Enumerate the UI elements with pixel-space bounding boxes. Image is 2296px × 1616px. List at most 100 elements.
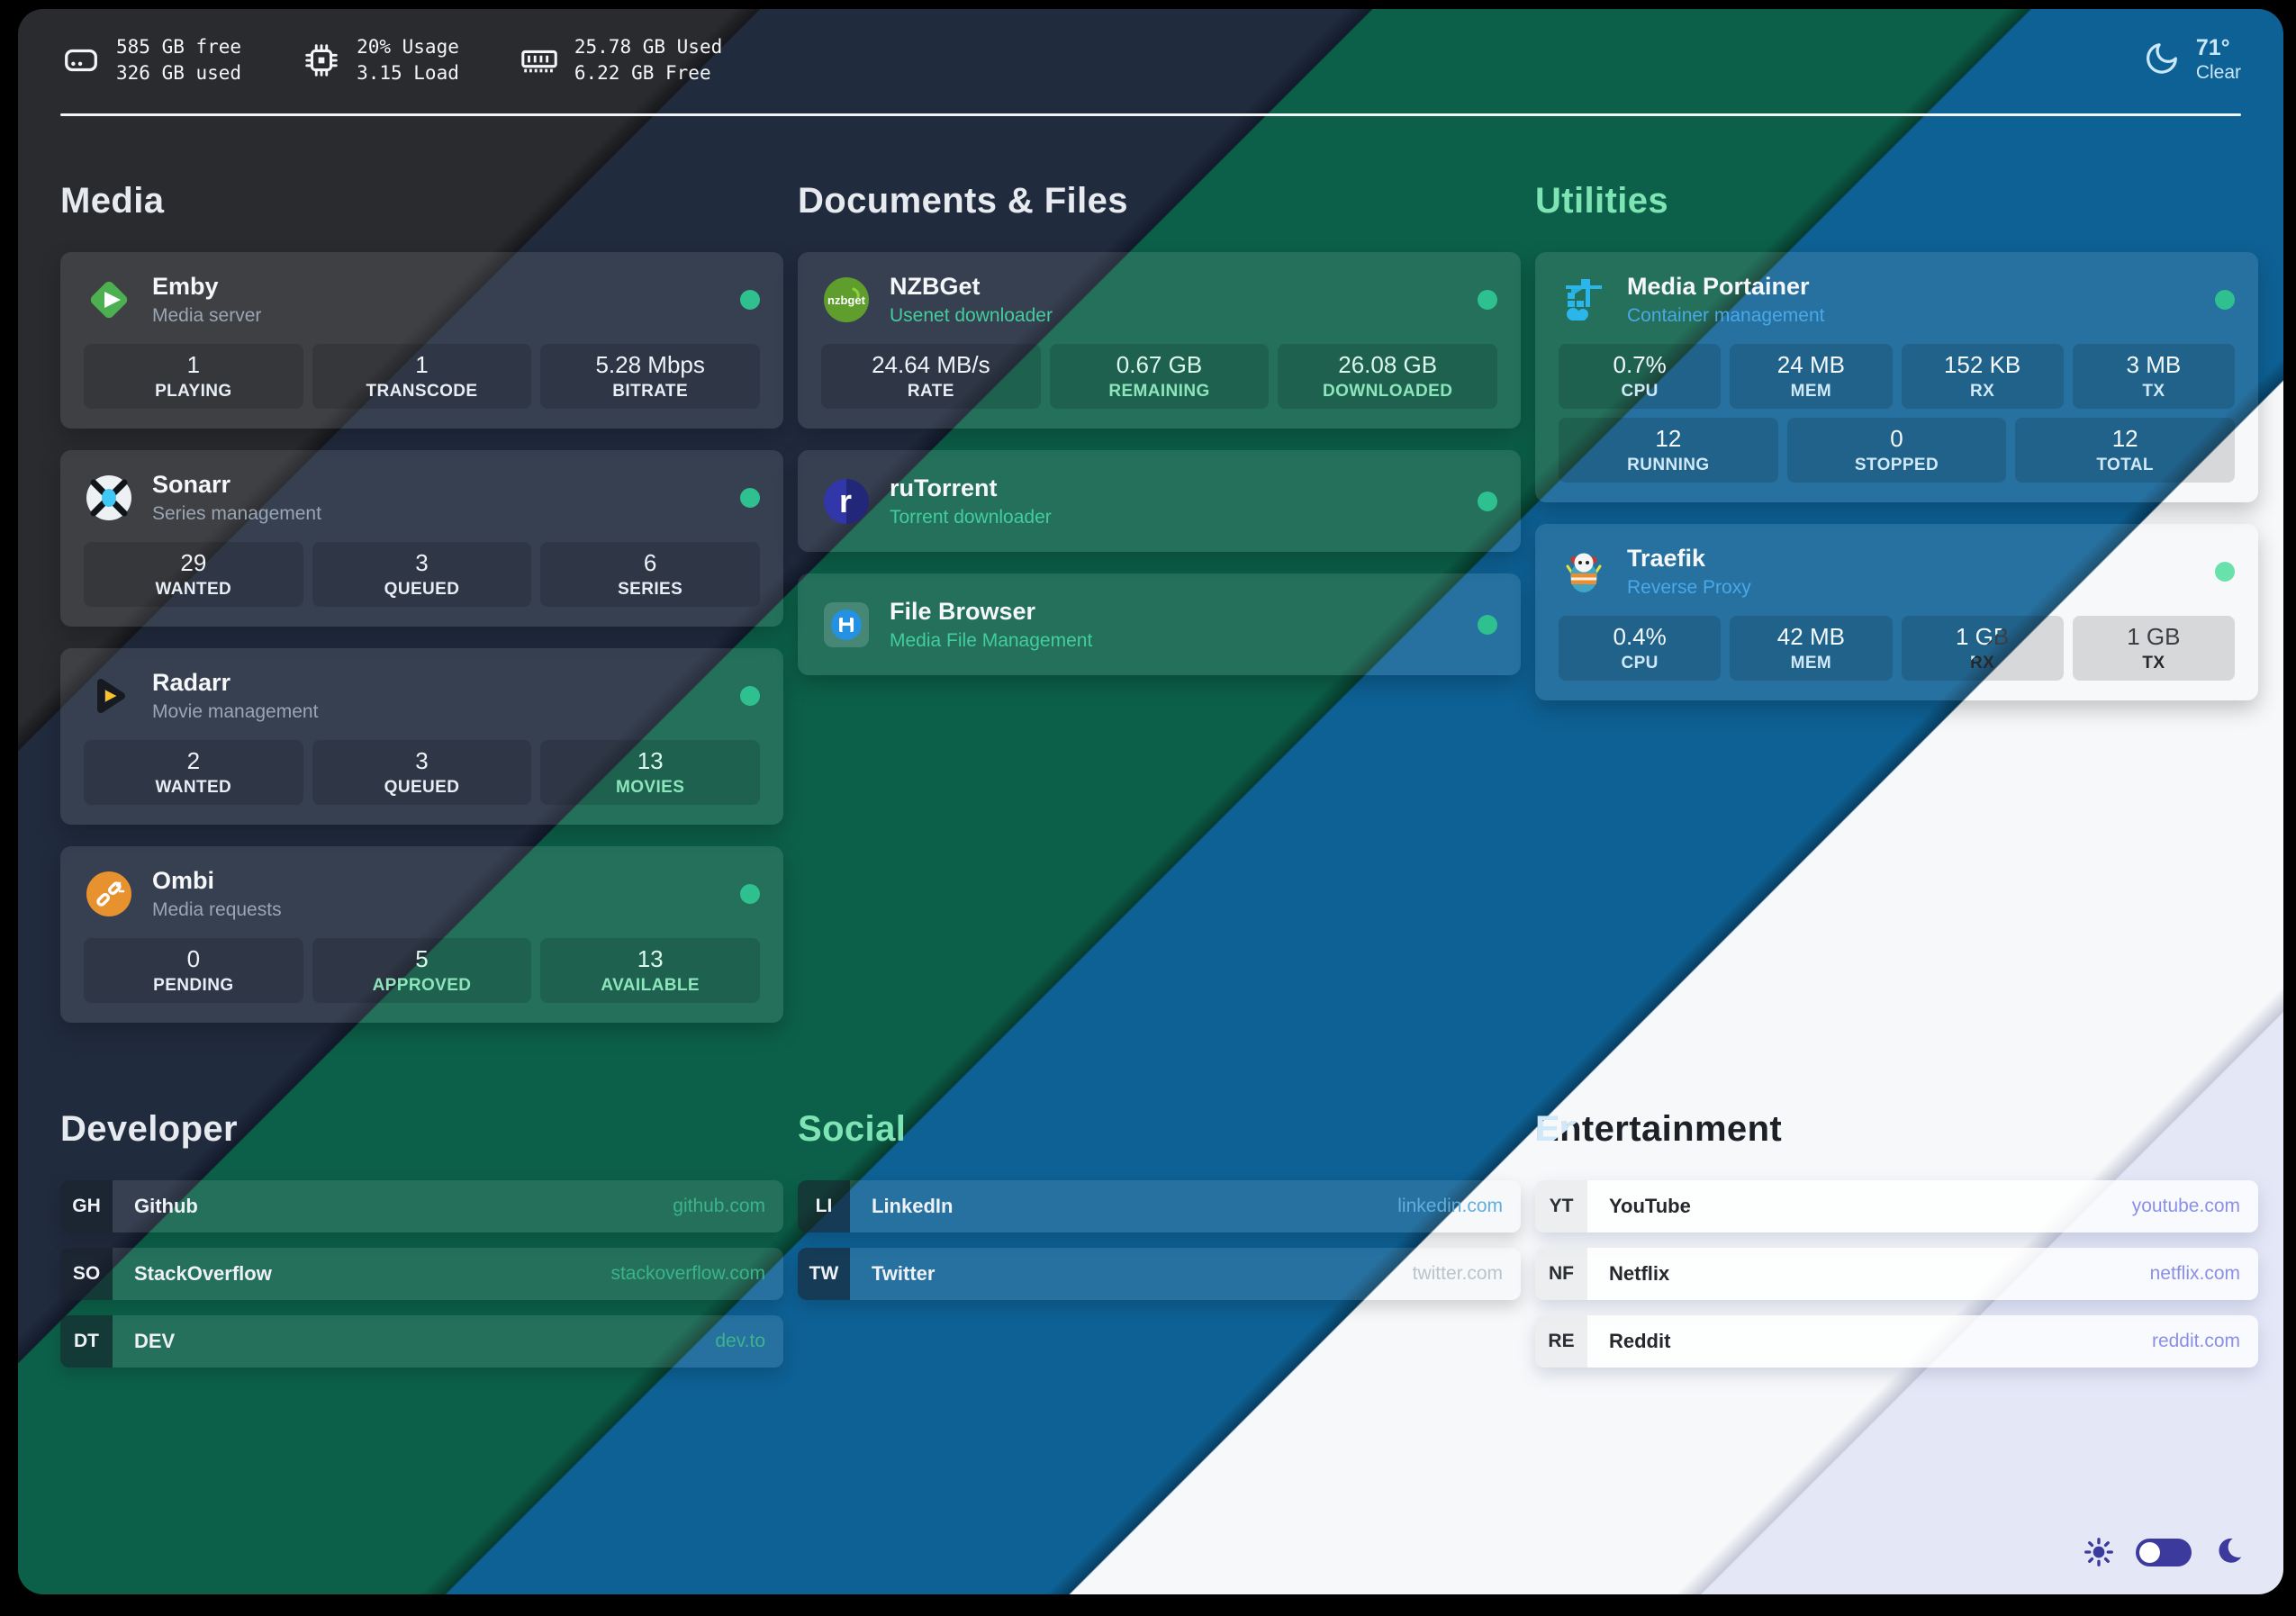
stat-stopped: 0 STOPPED (1786, 418, 2007, 483)
app-name: Ombi (152, 867, 215, 894)
status-dot (1478, 491, 1497, 511)
app-card-emby[interactable]: Emby Media server 1 PLAYING 1 TRANSCODE 5.… (60, 252, 783, 429)
link-tag: LI (798, 1180, 850, 1232)
link-tag: GH (60, 1180, 113, 1232)
app-card-rutorrent[interactable]: r ruTorrent Torrent downloader (798, 450, 1521, 552)
disk-used: 326 GB used (116, 62, 242, 84)
radarr-icon (84, 671, 134, 721)
header-divider (60, 113, 2241, 116)
section-developer: Developer GH Github github.com SO StackO… (60, 1109, 783, 1368)
stat-remaining: 0.67 GB REMAINING (1049, 344, 1270, 409)
section-social: Social LI LinkedIn linkedin.com TW Twitt… (798, 1109, 1521, 1368)
stat-tx: 3 MB TX (2072, 344, 2235, 409)
section-title-documents: Documents & Files (798, 181, 1128, 221)
dashboard: 585 GB free 326 GB used 20% Usage 3.15 Loa… (18, 9, 2283, 1594)
section-title-social: Social (798, 1109, 907, 1149)
app-name: NZBGet (890, 273, 981, 300)
section-title-media: Media (60, 181, 165, 221)
sun-icon[interactable] (2082, 1535, 2116, 1569)
stat-pending: 0 PENDING (84, 938, 303, 1003)
app-card-radarr[interactable]: Radarr Movie management 2 WANTED 3 QUEUED … (60, 648, 783, 825)
stat-downloaded: 26.08 GB DOWNLOADED (1278, 344, 1497, 409)
cpu-load: 3.15 Load (357, 62, 459, 84)
nzbget-icon: nzbget (821, 275, 872, 325)
link-tag: YT (1535, 1180, 1587, 1232)
stat-bitrate: 5.28 Mbps BITRATE (540, 344, 760, 409)
section-title-utilities: Utilities (1535, 181, 1669, 221)
stat-cpu: 0.4% CPU (1559, 616, 1722, 681)
link-linkedin[interactable]: LI LinkedIn linkedin.com (798, 1180, 1521, 1232)
status-dot (740, 686, 760, 706)
stat-running: 12 RUNNING (1559, 418, 1778, 483)
ombi-icon (84, 869, 134, 919)
app-card-nzbget[interactable]: nzbget NZBGet Usenet downloader 24.64 MB… (798, 252, 1521, 429)
app-card-ombi[interactable]: Ombi Media requests 0 PENDING 5 APPROVED 1… (60, 846, 783, 1023)
link-name: StackOverflow (134, 1262, 272, 1285)
link-url: linkedin.com (1397, 1196, 1503, 1216)
stat-rx: 1 GB RX 1 GB RX (1901, 616, 2064, 681)
stat-mem: 42 MB MEM (1730, 616, 1893, 681)
app-card-traefik[interactable]: Traefik Reverse Proxy 0.4% CPU 42 MB MEM 1… (1535, 524, 2258, 700)
moon-icon[interactable] (2211, 1535, 2246, 1569)
app-description: Media requests (152, 899, 282, 920)
stat-tx: 1 GB TX (2072, 616, 2235, 681)
system-stats-bar: 585 GB free 326 GB used 20% Usage 3.15 Loa… (18, 9, 2283, 86)
app-name: ruTorrent (890, 474, 998, 501)
stat-mem: 24 MB MEM (1730, 344, 1893, 409)
theme-toggle[interactable] (2136, 1538, 2192, 1566)
link-twitter[interactable]: TW Twitter twitter.com (798, 1248, 1521, 1300)
stat-total: 12 TOTAL 12 TOTAL (2015, 418, 2235, 483)
app-description: Reverse Proxy (1627, 577, 1751, 598)
weather-temp: 71° (2195, 35, 2230, 60)
weather-condition: Clear (2195, 62, 2241, 83)
status-dot (740, 290, 760, 310)
disk-usage: 585 GB free 326 GB used (60, 34, 241, 86)
app-description: Usenet downloader (890, 305, 1053, 326)
stat-queued: 3 QUEUED (312, 542, 532, 607)
link-youtube[interactable]: YT YouTube youtube.com (1535, 1180, 2258, 1232)
link-name: Twitter (872, 1262, 936, 1285)
app-name: Emby (152, 273, 219, 300)
app-description: Media server (152, 305, 262, 326)
filebrowser-icon (821, 600, 872, 650)
stat-cpu: 0.7% CPU (1559, 344, 1722, 409)
mem-used: 25.78 GB Used (574, 36, 723, 58)
link-url: twitter.com (1412, 1263, 1503, 1284)
link-url: youtube.com (2131, 1196, 2240, 1216)
app-card-sonarr[interactable]: Sonarr Series management 29 WANTED 3 QUEUE… (60, 450, 783, 627)
link-url: reddit.com (2151, 1331, 2240, 1351)
link-stackoverflow[interactable]: SO StackOverflow stackoverflow.com (60, 1248, 783, 1300)
portainer-icon (1559, 275, 1609, 325)
app-card-portainer[interactable]: Media Portainer Container management 0.7… (1535, 252, 2258, 502)
link-tag: SO (60, 1248, 113, 1300)
memory-usage: 25.78 GB Used 6.22 GB Free (519, 34, 722, 86)
link-name: LinkedIn (872, 1195, 954, 1217)
stat-movies: 13 MOVIES (540, 740, 760, 805)
link-name: Reddit (1609, 1330, 1671, 1352)
link-netflix[interactable]: NF Netflix netflix.com (1535, 1248, 2258, 1300)
link-url: stackoverflow.com (610, 1263, 765, 1284)
section-utilities: Utilities Media Portainer (1535, 181, 2258, 1023)
app-description: Series management (152, 503, 321, 524)
sonarr-icon (84, 473, 134, 523)
stat-rx: 152 KB RX (1901, 344, 2064, 409)
link-url: netflix.com (2149, 1263, 2240, 1284)
link-dev[interactable]: DT DEV dev.to (60, 1315, 783, 1368)
status-dot (740, 884, 760, 904)
hard-drive-icon (65, 49, 97, 72)
theme-controls (2082, 1535, 2246, 1569)
svg-text:r: r (839, 483, 852, 519)
stat-playing: 1 PLAYING (84, 344, 303, 409)
app-name: Sonarr (152, 471, 231, 498)
link-name: Netflix (1609, 1262, 1670, 1285)
mem-free: 6.22 GB Free (574, 62, 711, 84)
weather-widget: 71° Clear (2140, 34, 2241, 85)
app-card-filebrowser[interactable]: File Browser Media File Management (798, 573, 1521, 675)
stat-approved: 5 APPROVED (312, 938, 532, 1003)
stat-wanted: 29 WANTED (84, 542, 303, 607)
status-dot (740, 488, 760, 508)
link-url: github.com (673, 1196, 765, 1216)
link-reddit[interactable]: RE Reddit reddit.com (1535, 1315, 2258, 1368)
link-github[interactable]: GH Github github.com (60, 1180, 783, 1232)
section-title-entertainment: Entertainment Entertainment (1535, 1109, 1783, 1149)
